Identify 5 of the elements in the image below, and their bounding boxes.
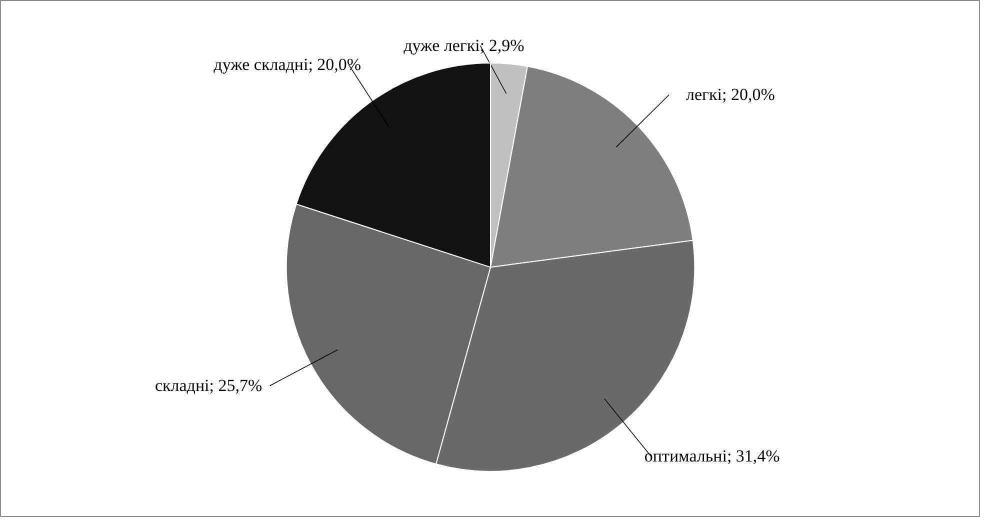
slice-label: дуже легкі; 2,9% xyxy=(404,36,524,56)
slice-label: дуже складні; 20,0% xyxy=(214,55,362,74)
slice-label: оптимальні; 31,4% xyxy=(644,446,780,466)
slice-label: легкі; 20,0% xyxy=(686,85,775,104)
slice-label: складні; 25,7% xyxy=(154,376,262,396)
